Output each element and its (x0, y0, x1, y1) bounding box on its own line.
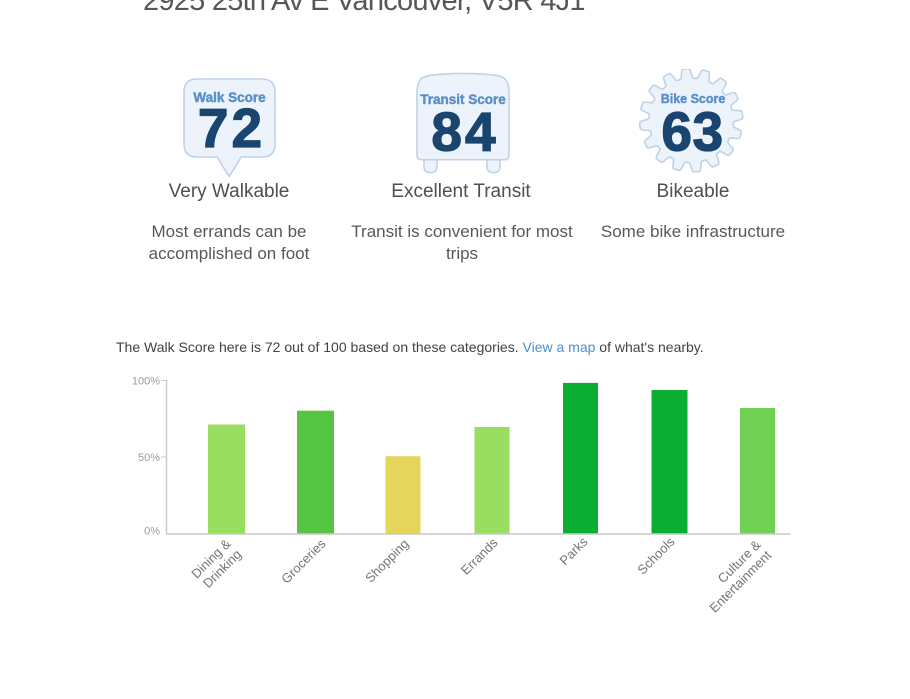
svg-text:100%: 100% (132, 375, 160, 387)
svg-text:Bike Score: Bike Score (661, 92, 726, 106)
svg-text:50%: 50% (138, 452, 160, 464)
svg-text:84: 84 (431, 101, 498, 163)
svg-text:Walk Score: Walk Score (193, 90, 266, 105)
svg-text:72: 72 (198, 97, 265, 159)
svg-text:0%: 0% (144, 526, 160, 538)
svg-text:Transit Score: Transit Score (420, 92, 506, 107)
svg-text:63: 63 (661, 101, 723, 163)
